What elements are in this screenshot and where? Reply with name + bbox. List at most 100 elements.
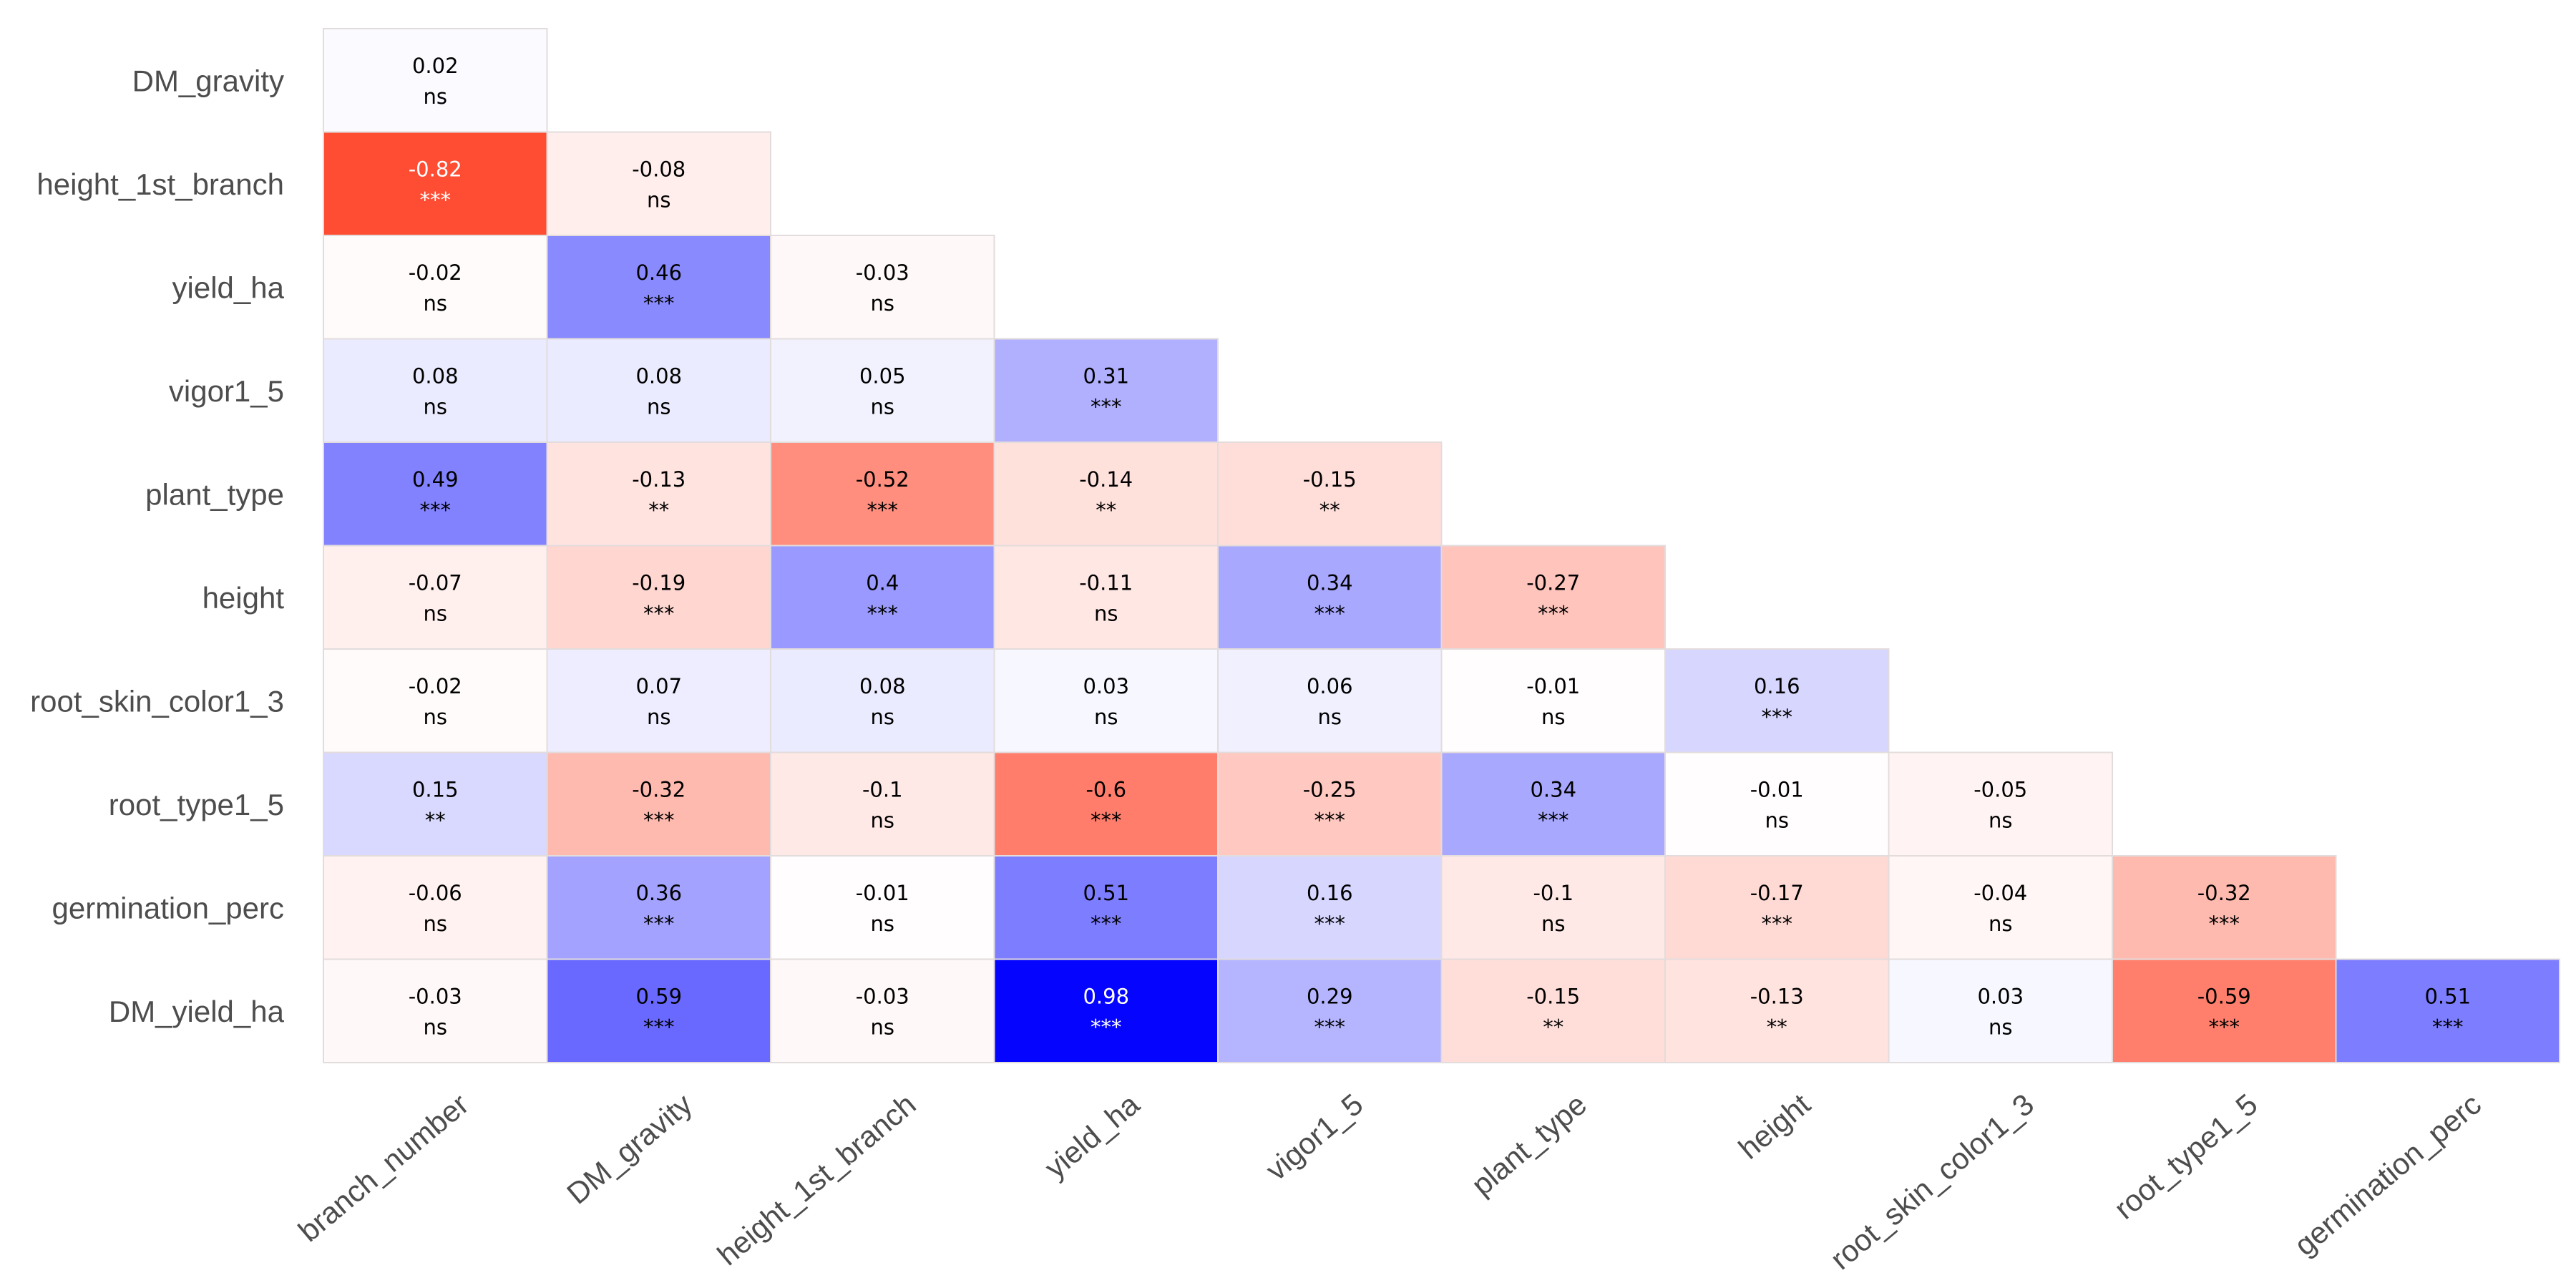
cell-significance-label: ***	[1091, 809, 1122, 833]
heatmap-cell: -0.01 ns	[1440, 648, 1666, 753]
cell-value-label: 0.08	[635, 364, 682, 389]
cell-value-label: 0.51	[1083, 881, 1129, 905]
heatmap-cell: -0.82 ***	[323, 131, 548, 236]
heatmap-cell: 0.05 ns	[770, 338, 995, 443]
heatmap-cell-rect	[323, 751, 548, 857]
row-tick-label: root_skin_color1_3	[30, 684, 284, 718]
cell-value-label: -0.15	[1526, 985, 1580, 1009]
heatmap-cell: 0.59 ***	[546, 958, 771, 1063]
cell-value-label: -0.06	[409, 881, 462, 905]
cell-value-label: -0.03	[856, 985, 909, 1009]
cell-significance-label: ***	[1314, 1015, 1346, 1040]
cell-value-label: 0.36	[635, 881, 682, 905]
cell-significance-label: ***	[1091, 912, 1122, 936]
cell-significance-label: ns	[871, 395, 895, 419]
cell-value-label: -0.07	[409, 571, 462, 595]
heatmap-cell-rect	[1440, 855, 1666, 960]
cell-significance-label: ***	[867, 498, 899, 522]
heatmap-cell: -0.27 ***	[1440, 545, 1666, 650]
cell-significance-label: ns	[871, 809, 895, 833]
heatmap-cell: 0.15 **	[323, 751, 548, 857]
cell-value-label: 0.16	[1754, 674, 1800, 698]
cell-significance-label: ***	[643, 291, 675, 316]
cell-value-label: -0.03	[409, 985, 462, 1009]
heatmap-cell: 0.08 ns	[546, 338, 771, 443]
cell-value-label: -0.6	[1085, 778, 1126, 802]
row-tick-label: yield_ha	[172, 270, 285, 304]
heatmap-cell-rect	[323, 28, 548, 133]
heatmap-cell-rect	[993, 958, 1219, 1063]
cell-significance-label: **	[1767, 1015, 1787, 1040]
heatmap-cell: -0.06 ns	[323, 855, 548, 960]
cell-value-label: 0.15	[412, 778, 459, 802]
column-tick-label: root_skin_color1_3	[1824, 1087, 2040, 1276]
heatmap-cell: -0.03 ns	[770, 235, 995, 340]
cell-value-label: -0.13	[632, 467, 686, 492]
heatmap-cell-rect	[546, 441, 771, 547]
heatmap-cell: 0.36 ***	[546, 855, 771, 960]
column-tick-label: height_1st_branch	[711, 1087, 922, 1272]
heatmap-cell: -0.03 ns	[770, 958, 995, 1063]
cell-value-label: -0.08	[632, 157, 686, 182]
heatmap-cell-rect	[1440, 545, 1666, 650]
heatmap-cell: -0.03 ns	[323, 958, 548, 1063]
heatmap-cell-rect	[323, 441, 548, 547]
heatmap-cell: 0.02 ns	[323, 28, 548, 133]
row-tick-label: DM_yield_ha	[109, 995, 285, 1028]
heatmap-cell: -0.52 ***	[770, 441, 995, 547]
cell-value-label: -0.15	[1303, 467, 1357, 492]
cell-value-label: -0.27	[1526, 571, 1580, 595]
heatmap-cell: 0.51 ***	[993, 855, 1219, 960]
heatmap-cell-rect	[993, 855, 1219, 960]
heatmap-cell: 0.03 ns	[1888, 958, 2113, 1063]
cell-significance-label: ns	[1541, 912, 1566, 936]
cell-significance-label: ns	[1989, 809, 2013, 833]
cell-significance-label: **	[1096, 498, 1116, 522]
cell-value-label: 0.51	[2424, 985, 2471, 1009]
heatmap-cell: -0.6 ***	[993, 751, 1219, 857]
cell-value-label: 0.16	[1307, 881, 1353, 905]
cell-significance-label: ns	[1765, 809, 1790, 833]
cell-value-label: 0.98	[1083, 985, 1129, 1009]
cell-value-label: -0.01	[1526, 674, 1580, 698]
cell-significance-label: ns	[871, 912, 895, 936]
heatmap-cell: 0.4 ***	[770, 545, 995, 650]
heatmap-cell: 0.34 ***	[1217, 545, 1443, 650]
heatmap-cell-rect	[1888, 855, 2113, 960]
column-tick-label: plant_type	[1465, 1087, 1593, 1202]
cell-significance-label: ***	[1091, 1015, 1122, 1040]
heatmap-cell-rect	[770, 441, 995, 547]
heatmap-cell: 0.16 ***	[1217, 855, 1443, 960]
cell-significance-label: **	[1319, 498, 1340, 522]
cell-significance-label: ns	[871, 1015, 895, 1040]
cell-significance-label: ***	[420, 498, 452, 522]
heatmap-cell-rect	[1664, 958, 1890, 1063]
heatmap-cell-rect	[993, 751, 1219, 857]
heatmap-cell-rect	[1664, 751, 1890, 857]
heatmap-cell-rect	[1217, 751, 1443, 857]
heatmap-cell-rect	[770, 338, 995, 443]
heatmap-cell-rect	[1664, 855, 1890, 960]
cell-value-label: -0.02	[409, 260, 462, 285]
heatmap-cell: -0.15 **	[1217, 441, 1443, 547]
heatmap-cell-rect	[1440, 958, 1666, 1063]
cell-significance-label: ***	[1314, 602, 1346, 626]
heatmap-cell-rect	[770, 751, 995, 857]
heatmap-cell-rect	[993, 338, 1219, 443]
heatmap-cell-rect	[546, 235, 771, 340]
cell-significance-label: ns	[1541, 705, 1566, 729]
heatmap-cell-rect	[1888, 958, 2113, 1063]
cell-significance-label: ***	[643, 809, 675, 833]
cell-value-label: 0.03	[1977, 985, 2024, 1009]
column-tick-label: DM_gravity	[560, 1087, 698, 1211]
cell-significance-label: ***	[1091, 395, 1122, 419]
cell-value-label: -0.04	[1974, 881, 2027, 905]
heatmap-cell-rect	[1440, 751, 1666, 857]
heatmap-cell: -0.01 ns	[770, 855, 995, 960]
cell-value-label: -0.01	[856, 881, 909, 905]
column-tick-label: germination_perc	[2288, 1087, 2487, 1262]
cell-significance-label: ns	[871, 705, 895, 729]
heatmap-cell-rect	[546, 545, 771, 650]
heatmap-cell: -0.59 ***	[2112, 958, 2337, 1063]
row-tick-label: plant_type	[145, 477, 284, 511]
